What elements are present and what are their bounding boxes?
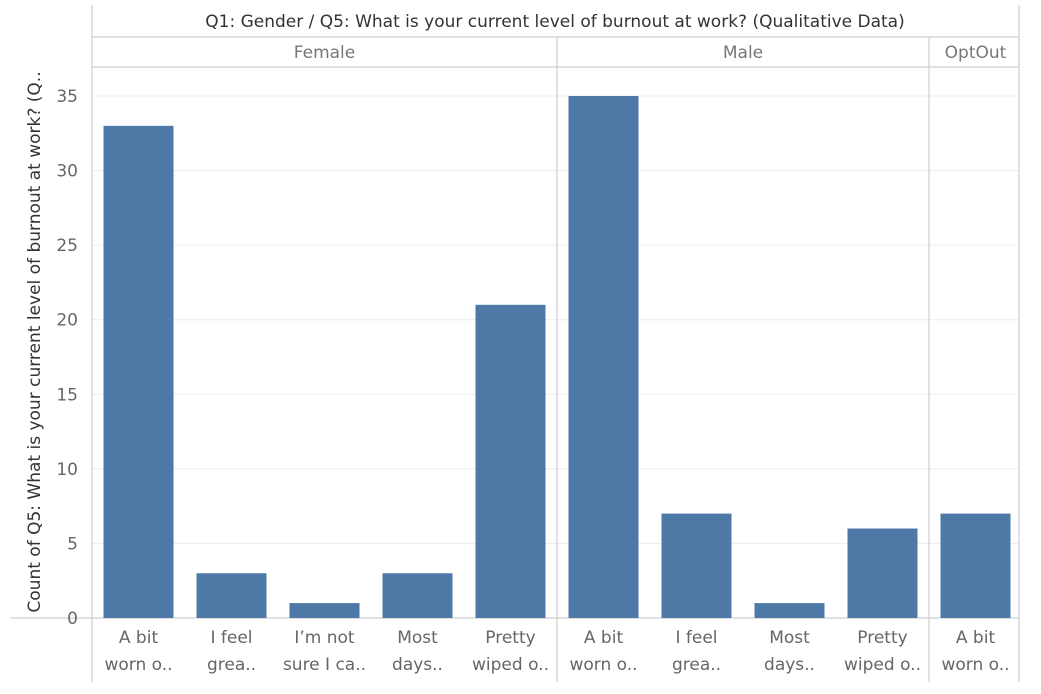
chart-frame xyxy=(10,5,1020,682)
bar xyxy=(289,603,360,618)
category-label: A bit xyxy=(119,628,159,648)
category-label: days.. xyxy=(764,655,815,675)
y-axis-ticks: 0 5 10 15 20 25 30 35 xyxy=(56,87,78,629)
bar xyxy=(568,96,639,618)
y-tick-label: 15 xyxy=(56,385,78,405)
category-label: Most xyxy=(397,628,438,648)
category-label: worn o.. xyxy=(104,655,172,675)
category-label: I’m not xyxy=(294,628,355,648)
category-label: days.. xyxy=(392,655,443,675)
bar xyxy=(475,304,546,618)
category-label: worn o.. xyxy=(941,655,1009,675)
y-tick-label: 35 xyxy=(56,87,78,107)
category-label: Pretty xyxy=(857,628,907,648)
chart-title: Q1: Gender / Q5: What is your current le… xyxy=(205,12,904,32)
category-label: sure I ca.. xyxy=(283,655,366,675)
category-label: A bit xyxy=(584,628,624,648)
category-label: grea.. xyxy=(207,655,256,675)
y-tick-label: 0 xyxy=(67,609,78,629)
category-label: grea.. xyxy=(672,655,721,675)
y-tick-label: 10 xyxy=(56,460,78,480)
bar xyxy=(196,573,267,618)
bar xyxy=(103,125,174,618)
bar xyxy=(940,513,1011,618)
panel-header-male: Male xyxy=(723,43,763,63)
category-label: I feel xyxy=(210,628,252,648)
bar xyxy=(661,513,732,618)
category-label: Most xyxy=(769,628,810,648)
y-tick-label: 5 xyxy=(67,534,78,554)
panel-header-optout: OptOut xyxy=(945,43,1007,63)
gridlines xyxy=(92,95,1019,544)
panel-header-female: Female xyxy=(294,43,355,63)
category-label: I feel xyxy=(675,628,717,648)
bars xyxy=(103,96,1011,618)
category-label: A bit xyxy=(956,628,996,648)
category-label: wiped o.. xyxy=(844,655,921,675)
y-tick-label: 20 xyxy=(56,311,78,331)
panel-headers: Female Male OptOut xyxy=(294,43,1007,63)
bar xyxy=(847,528,918,618)
y-tick-label: 30 xyxy=(56,162,78,182)
category-label: worn o.. xyxy=(569,655,637,675)
category-label: Pretty xyxy=(485,628,535,648)
y-axis-title: Count of Q5: What is your current level … xyxy=(25,71,45,612)
y-tick-label: 25 xyxy=(56,236,78,256)
bar xyxy=(382,573,453,618)
category-label: wiped o.. xyxy=(472,655,549,675)
bar xyxy=(754,603,825,618)
category-labels: A bit worn o.. I feel grea.. I’m not sure I c… xyxy=(104,628,1009,675)
